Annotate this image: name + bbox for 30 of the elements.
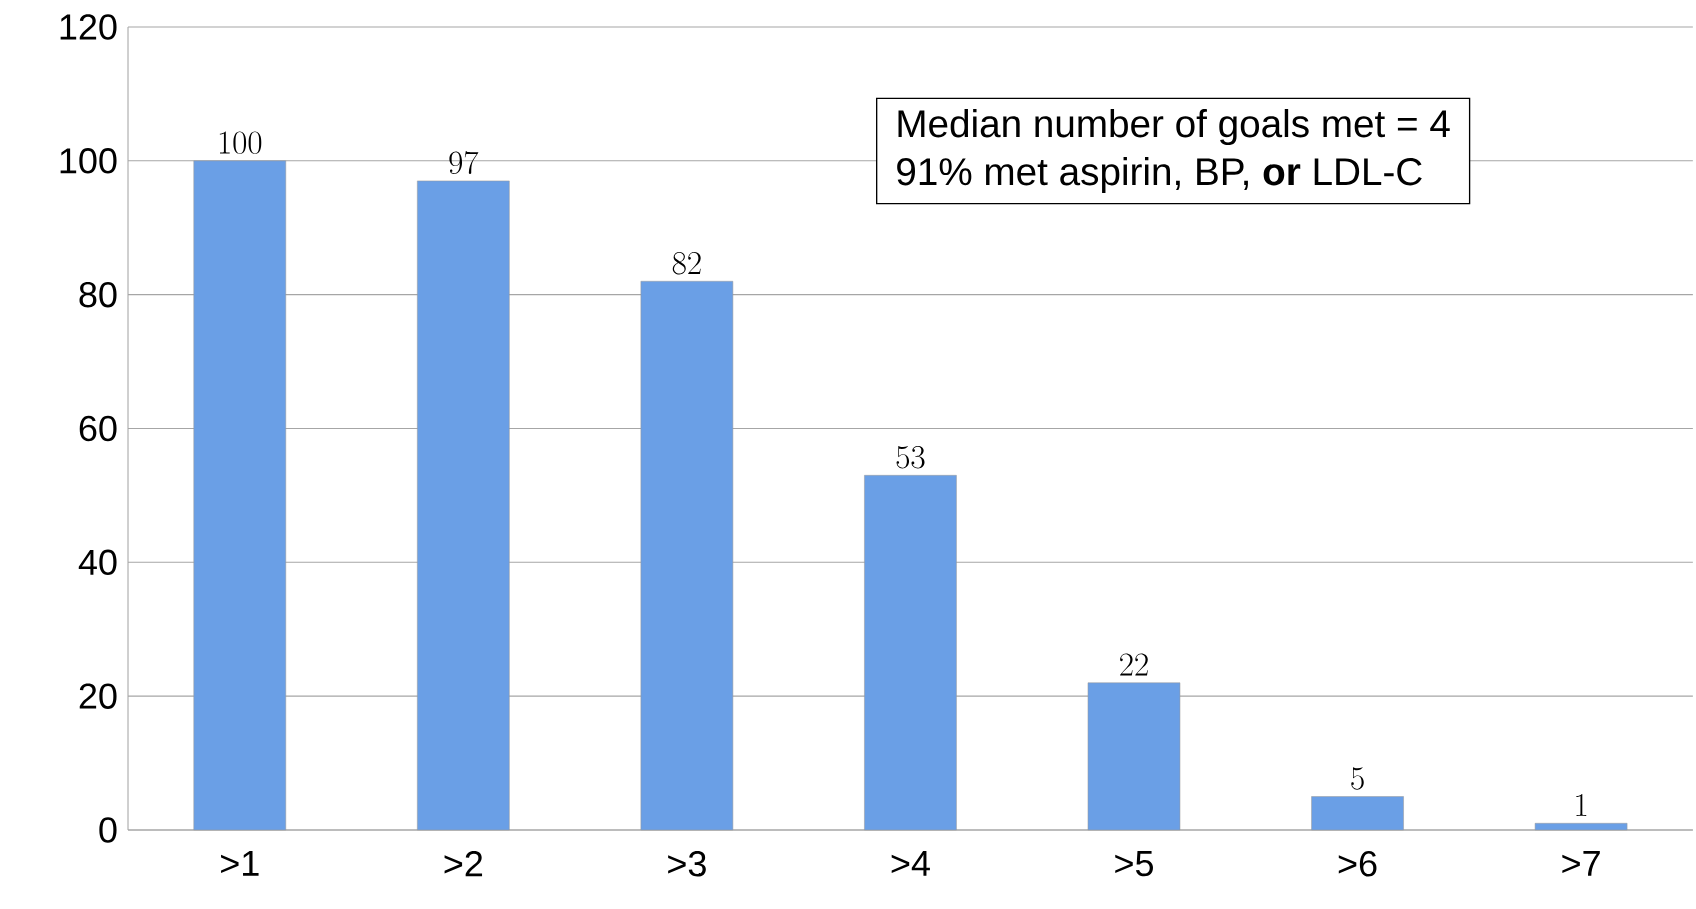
y-tick-label: 60 bbox=[79, 415, 117, 442]
x-tick-label: >5 bbox=[1115, 851, 1153, 877]
data-label: 53 bbox=[896, 446, 925, 469]
y-tick-label: 0 bbox=[99, 817, 117, 843]
x-tick-label: >1 bbox=[221, 851, 259, 876]
y-tick-label: 80 bbox=[79, 281, 117, 308]
y-tick-label: 40 bbox=[78, 549, 117, 576]
bar bbox=[864, 475, 957, 831]
x-tick-label: >7 bbox=[1562, 851, 1600, 876]
data-label: 1 bbox=[1576, 794, 1587, 816]
data-label: 22 bbox=[1120, 653, 1148, 676]
y-tick-label: 120 bbox=[60, 14, 117, 40]
data-label: 97 bbox=[449, 151, 479, 175]
bar bbox=[417, 180, 510, 831]
bar bbox=[640, 281, 734, 831]
data-label: 82 bbox=[672, 251, 701, 275]
bar bbox=[1534, 823, 1628, 831]
y-tick-label: 100 bbox=[60, 148, 117, 174]
y-tick-label: 20 bbox=[79, 683, 117, 709]
bar bbox=[1087, 682, 1181, 831]
annotation: Median number of goals met = 4 bbox=[898, 108, 1450, 146]
data-label: 5 bbox=[1351, 767, 1364, 790]
x-tick-label: >4 bbox=[891, 851, 930, 876]
data-label: 100 bbox=[219, 131, 262, 154]
x-tick-label: >3 bbox=[668, 851, 706, 877]
bar bbox=[1311, 796, 1404, 831]
annotation: 91% met aspirin, BP, or LDL-C bbox=[897, 156, 1422, 194]
x-tick-label: >2 bbox=[444, 851, 483, 877]
bar bbox=[193, 160, 287, 831]
x-tick-label: >6 bbox=[1338, 851, 1377, 877]
